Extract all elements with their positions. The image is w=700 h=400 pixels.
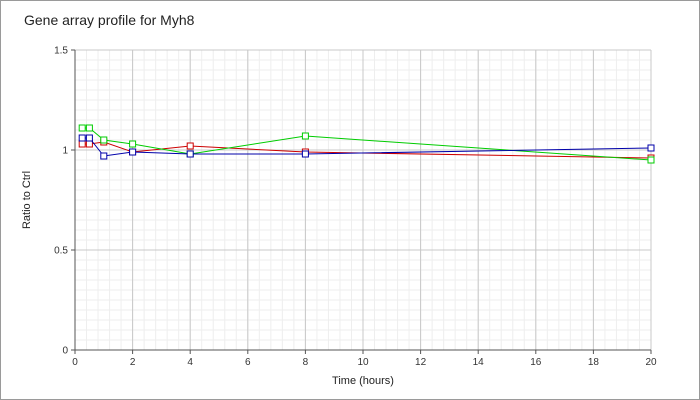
data-point-marker bbox=[186, 142, 194, 150]
x-tick-label: 12 bbox=[415, 357, 427, 368]
tick-labels: 0 2 4 6 8 10 12 14 16 18 20 0 0.5 1 1.5 bbox=[54, 46, 657, 369]
data-point-marker bbox=[301, 150, 309, 158]
y-tick-label: 1.5 bbox=[54, 46, 68, 57]
series-layer bbox=[78, 124, 655, 164]
x-tick-label: 20 bbox=[645, 357, 657, 368]
data-point-marker bbox=[100, 152, 108, 160]
x-tick-label: 2 bbox=[130, 357, 136, 368]
x-tick-label: 16 bbox=[530, 357, 542, 368]
x-tick-label: 10 bbox=[357, 357, 369, 368]
data-point-marker bbox=[78, 124, 86, 132]
data-point-marker bbox=[85, 134, 93, 142]
y-tick-label: 1 bbox=[62, 146, 68, 157]
data-point-marker bbox=[85, 124, 93, 132]
data-point-marker bbox=[301, 132, 309, 140]
x-tick-label: 0 bbox=[72, 357, 78, 368]
data-point-marker bbox=[647, 144, 655, 152]
y-tick-label: 0.5 bbox=[54, 246, 68, 257]
data-point-marker bbox=[129, 148, 137, 156]
x-tick-label: 6 bbox=[245, 357, 251, 368]
x-tick-label: 8 bbox=[303, 357, 309, 368]
y-axis-label: Ratio to Ctrl bbox=[21, 171, 33, 229]
data-point-marker bbox=[100, 136, 108, 144]
data-point-marker bbox=[78, 140, 86, 148]
data-point-marker bbox=[186, 150, 194, 158]
data-point-marker bbox=[78, 134, 86, 142]
y-tick-label: 0 bbox=[62, 346, 68, 357]
x-tick-label: 14 bbox=[473, 357, 485, 368]
x-axis-label: Time (hours) bbox=[332, 375, 394, 387]
x-tick-label: 4 bbox=[187, 357, 193, 368]
series-3 bbox=[78, 134, 655, 160]
data-point-marker bbox=[129, 140, 137, 148]
series-2 bbox=[78, 124, 655, 164]
x-tick-label: 18 bbox=[588, 357, 600, 368]
chart-title: Gene array profile for Myh8 bbox=[24, 12, 195, 28]
data-point-marker bbox=[647, 156, 655, 164]
data-point-marker bbox=[85, 140, 93, 148]
